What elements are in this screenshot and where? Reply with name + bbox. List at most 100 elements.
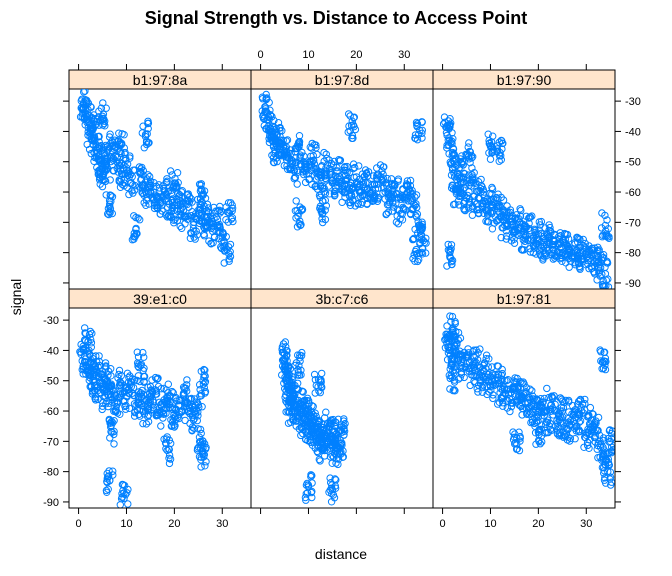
- data-point: [497, 152, 505, 160]
- data-point: [450, 386, 458, 394]
- data-point: [575, 235, 583, 243]
- data-point: [126, 154, 134, 162]
- data-point: [446, 312, 454, 320]
- data-point: [91, 136, 99, 144]
- data-point: [416, 240, 424, 248]
- data-point: [561, 229, 569, 238]
- strip-label: 3b:c7:c6: [316, 291, 369, 307]
- data-point: [205, 237, 213, 245]
- data-point: [104, 402, 112, 411]
- y-tick-label: -30: [43, 315, 59, 327]
- data-point: [286, 165, 295, 173]
- data-point: [290, 174, 298, 183]
- data-point: [330, 422, 339, 430]
- data-point: [81, 324, 89, 332]
- data-point: [606, 475, 614, 483]
- data-point: [374, 184, 382, 192]
- data-point: [338, 182, 346, 190]
- data-point: [173, 397, 181, 405]
- data-point: [528, 387, 536, 395]
- data-point: [497, 156, 505, 164]
- data-point: [329, 491, 338, 499]
- data-point: [318, 215, 326, 223]
- data-point: [306, 143, 314, 151]
- data-point: [486, 189, 494, 198]
- y-tick-label: -40: [625, 126, 641, 138]
- data-point: [121, 491, 130, 499]
- panel: b1:97:81: [432, 288, 616, 509]
- data-point: [532, 239, 540, 248]
- data-point: [601, 357, 609, 366]
- data-point: [458, 160, 466, 168]
- data-point: [78, 103, 86, 111]
- data-point: [564, 398, 573, 406]
- data-point: [451, 341, 459, 350]
- y-tick-label: -80: [625, 248, 641, 260]
- data-point: [140, 199, 148, 207]
- data-point: [201, 462, 209, 470]
- panel: b1:97:8a: [68, 69, 252, 290]
- data-point: [176, 191, 184, 199]
- data-point: [216, 209, 224, 217]
- data-point: [536, 402, 544, 411]
- data-point: [293, 180, 301, 188]
- data-point: [156, 210, 165, 218]
- data-point: [145, 200, 153, 208]
- data-point: [512, 211, 521, 219]
- data-point: [106, 209, 114, 217]
- data-point: [533, 413, 541, 421]
- data-point: [318, 383, 326, 392]
- data-point: [318, 437, 326, 445]
- data-point: [450, 149, 458, 158]
- data-point: [595, 431, 604, 439]
- data-point: [124, 378, 133, 386]
- data-point: [543, 384, 551, 393]
- panel: 39:e1:c0: [68, 288, 252, 509]
- data-point: [176, 408, 184, 416]
- data-point: [90, 133, 99, 142]
- data-point: [318, 446, 327, 454]
- data-point: [291, 158, 300, 167]
- data-point: [603, 216, 611, 224]
- data-point: [200, 187, 209, 195]
- data-point: [513, 440, 521, 448]
- data-point: [197, 201, 205, 209]
- data-point: [594, 441, 602, 450]
- data-point: [167, 439, 175, 448]
- data-point: [485, 355, 493, 363]
- data-point: [452, 366, 460, 374]
- data-point: [214, 222, 223, 230]
- data-point: [112, 406, 120, 414]
- data-point: [415, 249, 424, 257]
- data-point: [451, 319, 459, 328]
- x-tick-label: 20: [168, 518, 180, 530]
- data-point: [225, 250, 233, 258]
- data-point: [351, 163, 359, 172]
- strip-label: b1:97:8a: [133, 72, 188, 88]
- data-point: [140, 377, 148, 385]
- data-point: [568, 402, 577, 410]
- data-point: [497, 233, 505, 242]
- data-point: [525, 213, 534, 221]
- data-point: [408, 194, 416, 202]
- data-point: [602, 461, 610, 469]
- data-point: [460, 183, 469, 192]
- data-point: [123, 489, 131, 497]
- data-point: [181, 397, 190, 405]
- data-point: [418, 118, 426, 126]
- data-point: [525, 214, 533, 222]
- data-point: [492, 193, 501, 202]
- data-point: [506, 385, 515, 393]
- data-point: [583, 412, 591, 421]
- data-point: [331, 475, 339, 483]
- data-point: [609, 446, 615, 454]
- data-point: [194, 425, 202, 433]
- data-point: [382, 210, 391, 218]
- data-point: [148, 388, 157, 397]
- data-point: [102, 104, 110, 112]
- data-point: [445, 150, 453, 158]
- data-point: [90, 111, 98, 119]
- data-point: [116, 138, 124, 147]
- data-point: [95, 361, 104, 370]
